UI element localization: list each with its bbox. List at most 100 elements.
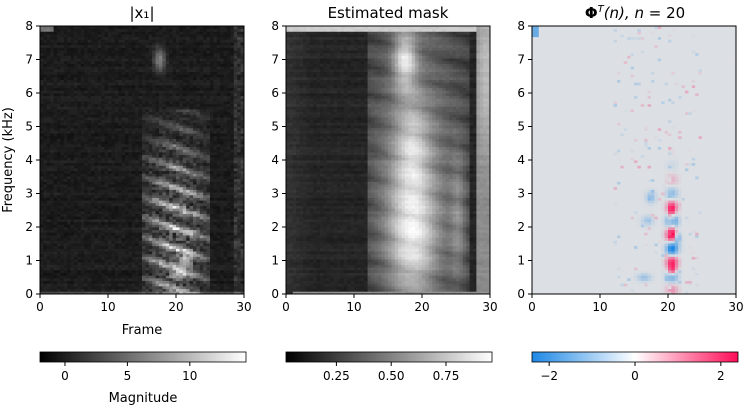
heatmap-cell [104,165,109,169]
heatmap-cell [162,98,167,102]
heatmap-cell [111,176,116,180]
heatmap-cell [60,208,65,212]
heatmap-cell [131,101,136,105]
heatmap-cell [80,243,85,247]
heatmap-cell [40,170,44,174]
heatmap-cell [63,138,68,142]
heatmap-cell [70,34,75,38]
heatmap-cell [182,149,187,153]
heatmap-cell [196,277,201,281]
heatmap-cell [162,213,167,217]
heatmap-cell [77,160,82,164]
heatmap-cell [94,95,99,99]
heatmap-cell [152,181,156,185]
heatmap-cell [40,224,44,228]
heatmap-cell [145,74,150,78]
heatmap-cell [125,267,129,271]
heatmap-cell [40,133,44,137]
heatmap-cell [193,95,197,99]
heatmap-cell [148,162,153,166]
heatmap-cell [189,71,194,75]
heatmap-cell [196,165,201,169]
heatmap-cell [114,221,119,225]
heatmap-cell [145,200,150,204]
heatmap-cell [111,47,116,51]
heatmap-cell [91,93,95,97]
heatmap-cell [148,117,153,121]
heatmap-cell [70,256,75,260]
heatmap-cell [70,173,75,177]
heatmap-cell [101,82,105,86]
heatmap-cell [118,151,122,156]
heatmap-cell [111,79,116,83]
heatmap-cell [104,101,109,105]
heatmap-cell [179,50,184,54]
heatmap-cell [203,71,207,75]
heatmap-cell [118,66,122,70]
heatmap-cell [60,50,65,54]
heatmap-cell [104,84,109,89]
heatmap-cell [193,66,197,70]
heatmap-cell [87,218,92,223]
heatmap-cell [60,44,65,48]
heatmap-cell [57,192,61,196]
heatmap-cell [162,66,167,70]
heatmap-cell [145,232,150,236]
heatmap-cell [165,189,170,193]
heatmap-cell [203,138,207,142]
heatmap-cell [155,111,160,115]
heatmap-cell [148,50,153,54]
heatmap-cell [46,47,51,51]
heatmap-cell [182,125,187,129]
heatmap-cell [87,253,92,257]
heatmap-cell [152,151,156,156]
heatmap-cell [91,267,95,271]
heatmap-cell [91,184,95,188]
heatmap-cell [111,216,116,220]
heatmap-cell [165,181,170,185]
heatmap-cell [199,269,204,273]
heatmap-cell [80,229,85,233]
heatmap-cell [114,114,119,118]
heatmap-cell [60,165,65,169]
heatmap-cell [206,125,211,129]
heatmap-cell [46,71,51,75]
heatmap-cell [97,259,102,263]
heatmap-cell [46,93,51,97]
heatmap-cell [94,213,99,217]
heatmap-cell [84,221,88,225]
heatmap-cell [193,202,197,206]
heatmap-cell [63,127,68,131]
heatmap-cell [179,291,184,295]
heatmap-cell [159,173,163,177]
heatmap-cell [206,170,211,174]
heatmap-cell [77,117,82,121]
heatmap-cell [63,170,68,174]
heatmap-cell [165,243,170,247]
heatmap-cell [169,60,173,64]
heatmap-cell [57,170,61,174]
heatmap-cell [206,253,211,257]
heatmap-cell [104,60,109,64]
heatmap-cell [53,157,58,161]
heatmap-cell [84,277,88,281]
heatmap-cell [40,218,44,223]
heatmap-cell [46,74,51,78]
heatmap-cell [131,232,136,236]
heatmap-cell [74,248,78,252]
heatmap-cell [196,213,201,217]
heatmap-cell [145,101,150,105]
heatmap-cell [155,194,160,198]
heatmap-cell [104,291,109,295]
heatmap-cell [94,285,99,290]
heatmap-cell [50,221,54,225]
heatmap-cell [165,28,170,32]
heatmap-cell [142,66,146,70]
heatmap-cell [179,218,184,223]
heatmap-cell [196,235,201,239]
heatmap-cell [125,68,129,72]
heatmap-cell [128,31,133,35]
heatmap-cell [57,93,61,97]
heatmap-cell [53,245,58,249]
heatmap-cell [193,235,197,239]
